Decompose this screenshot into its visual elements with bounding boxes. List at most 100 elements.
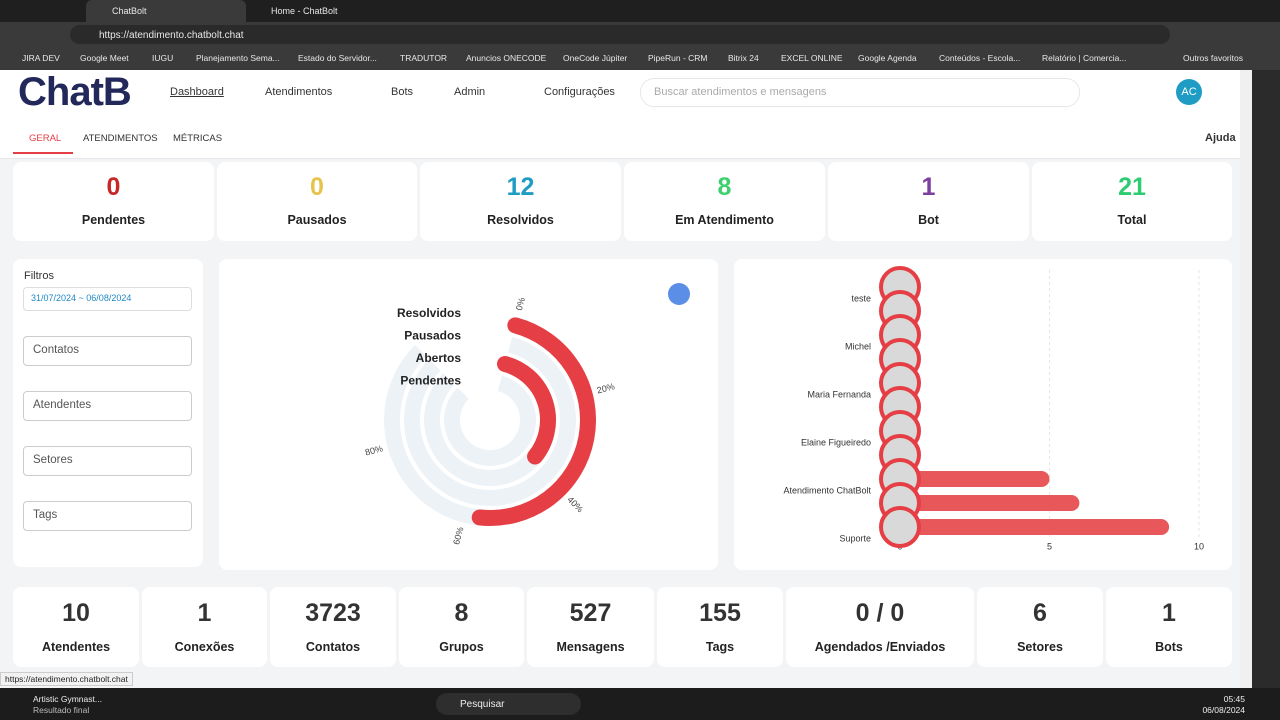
stat-label: Mensagens [556, 640, 625, 654]
bookmark[interactable]: Conteúdos - Escola... [939, 53, 1021, 63]
radial-tick: 60% [451, 526, 465, 546]
radial-legend: Pausados [404, 329, 461, 343]
stat-card [270, 587, 396, 667]
stat-value: 0 / 0 [855, 599, 905, 627]
bookmark[interactable]: Relatório | Comercia... [1042, 53, 1127, 63]
stat-card [657, 587, 783, 667]
clock-date: 06/08/2024 [1202, 705, 1245, 715]
nav-item[interactable]: Dashboard [170, 86, 224, 98]
taskbar-search[interactable] [436, 693, 581, 715]
radial-track [404, 336, 576, 506]
help-link[interactable]: Ajuda [1205, 132, 1236, 144]
bookmark[interactable]: OneCode Júpiter [563, 53, 628, 63]
stat-value: 0 [310, 173, 324, 201]
bookmark[interactable]: Planejamento Sema... [196, 53, 280, 63]
search-placeholder: Buscar atendimentos e mensagens [654, 86, 827, 98]
y-tick-label: Maria Fernanda [807, 389, 871, 399]
bookmark[interactable]: PipeRun - CRM [648, 53, 708, 63]
tab-title[interactable]: ChatBolt [112, 6, 147, 16]
select[interactable] [23, 336, 192, 366]
bookmark[interactable]: JIRA DEV [22, 53, 60, 63]
stat-label: Total [1117, 213, 1147, 227]
bookmark[interactable]: IUGU [152, 53, 174, 63]
date-input[interactable] [23, 287, 192, 311]
stat-card [786, 587, 974, 667]
avatar-circle[interactable] [1176, 79, 1202, 105]
select-label: Atendentes [33, 399, 92, 411]
subtab[interactable]: GERAL [29, 133, 62, 144]
stat-label: Resolvidos [487, 213, 554, 227]
address-bar[interactable] [70, 25, 1170, 44]
select[interactable] [23, 446, 192, 476]
select-label: Tags [33, 509, 58, 521]
stat-card [828, 162, 1029, 241]
status-url: https://atendimento.chatbolt.chat [0, 672, 133, 686]
nav-item[interactable]: Atendimentos [265, 86, 333, 98]
stat-value: 21 [1118, 173, 1146, 201]
stat-card [399, 587, 524, 667]
x-tick-label: 10 [1194, 541, 1204, 551]
nav-item[interactable]: Bots [391, 86, 414, 98]
date-range: 31/07/2024 ~ 06/08/2024 [31, 293, 132, 303]
tab-strip [0, 0, 1280, 22]
stat-label: Bots [1155, 640, 1183, 654]
search-box[interactable] [640, 78, 1080, 107]
radial-legend: Resolvidos [397, 306, 461, 320]
select[interactable] [23, 391, 192, 421]
bar-card [734, 259, 1232, 570]
stat-card [13, 587, 139, 667]
media-subtitle: Resultado final [33, 705, 90, 715]
stat-card [1106, 587, 1232, 667]
bookmark[interactable]: Estado do Servidor... [298, 53, 377, 63]
subtab[interactable]: MÉTRICAS [173, 133, 223, 144]
radial-tick: 40% [565, 495, 585, 515]
stat-label: Agendados /Enviados [814, 640, 946, 654]
bookmark[interactable]: EXCEL ONLINE [781, 53, 843, 63]
stat-card [13, 162, 214, 241]
bookmark[interactable]: Bitrix 24 [728, 53, 759, 63]
bookmark[interactable]: TRADUTOR [400, 53, 448, 63]
stat-value: 155 [699, 599, 741, 627]
stat-value: 1 [197, 599, 212, 627]
select[interactable] [23, 501, 192, 531]
bookmark[interactable]: Google Meet [80, 53, 129, 63]
stat-label: Setores [1017, 640, 1063, 654]
bar [900, 519, 1170, 535]
active-tab[interactable] [86, 0, 246, 22]
bookmark[interactable]: Google Agenda [858, 53, 917, 63]
stat-card [420, 162, 621, 241]
radial-tick: 0% [514, 296, 527, 311]
select-label: Contatos [33, 344, 80, 356]
stat-value: 0 [106, 173, 121, 201]
url[interactable]: https://atendimento.chatbolt.chat [99, 30, 244, 41]
taskbar [0, 688, 1280, 720]
active-subtab-underline [13, 152, 73, 154]
avatar[interactable]: AC [1181, 86, 1197, 98]
radial-legend: Pendentes [400, 374, 461, 388]
bookmark[interactable]: Anuncios ONECODE [466, 53, 547, 63]
bookmarks-bar [0, 46, 1280, 70]
radial-legend: Abertos [416, 351, 462, 365]
clock-time: 05:45 [1223, 694, 1245, 704]
logo: ChatB [18, 70, 132, 114]
stat-card [977, 587, 1103, 667]
nav-item[interactable]: Configurações [544, 86, 615, 98]
y-tick-label: Elaine Figueiredo [801, 437, 871, 447]
stat-card [142, 587, 267, 667]
filters-title: Filtros [24, 270, 54, 282]
radial-tick: 80% [364, 443, 384, 457]
taskbar-search-text[interactable]: Pesquisar [460, 699, 505, 710]
stat-label: Pendentes [81, 213, 146, 227]
stat-card [624, 162, 825, 241]
bookmark[interactable]: Outros favoritos [1183, 53, 1243, 63]
tab-title[interactable]: Home - ChatBolt [271, 6, 338, 16]
subtab[interactable]: ATENDIMENTOS [83, 133, 158, 144]
stat-label: Atendentes [41, 640, 111, 654]
nav-item[interactable]: Admin [454, 86, 486, 98]
y-tick-label: Michel [845, 341, 871, 351]
radial-track [444, 375, 536, 466]
stat-label: Contatos [305, 640, 361, 654]
stat-label: Em Atendimento [675, 213, 774, 227]
stat-value: 527 [569, 599, 612, 627]
stat-label: Grupos [439, 640, 484, 654]
